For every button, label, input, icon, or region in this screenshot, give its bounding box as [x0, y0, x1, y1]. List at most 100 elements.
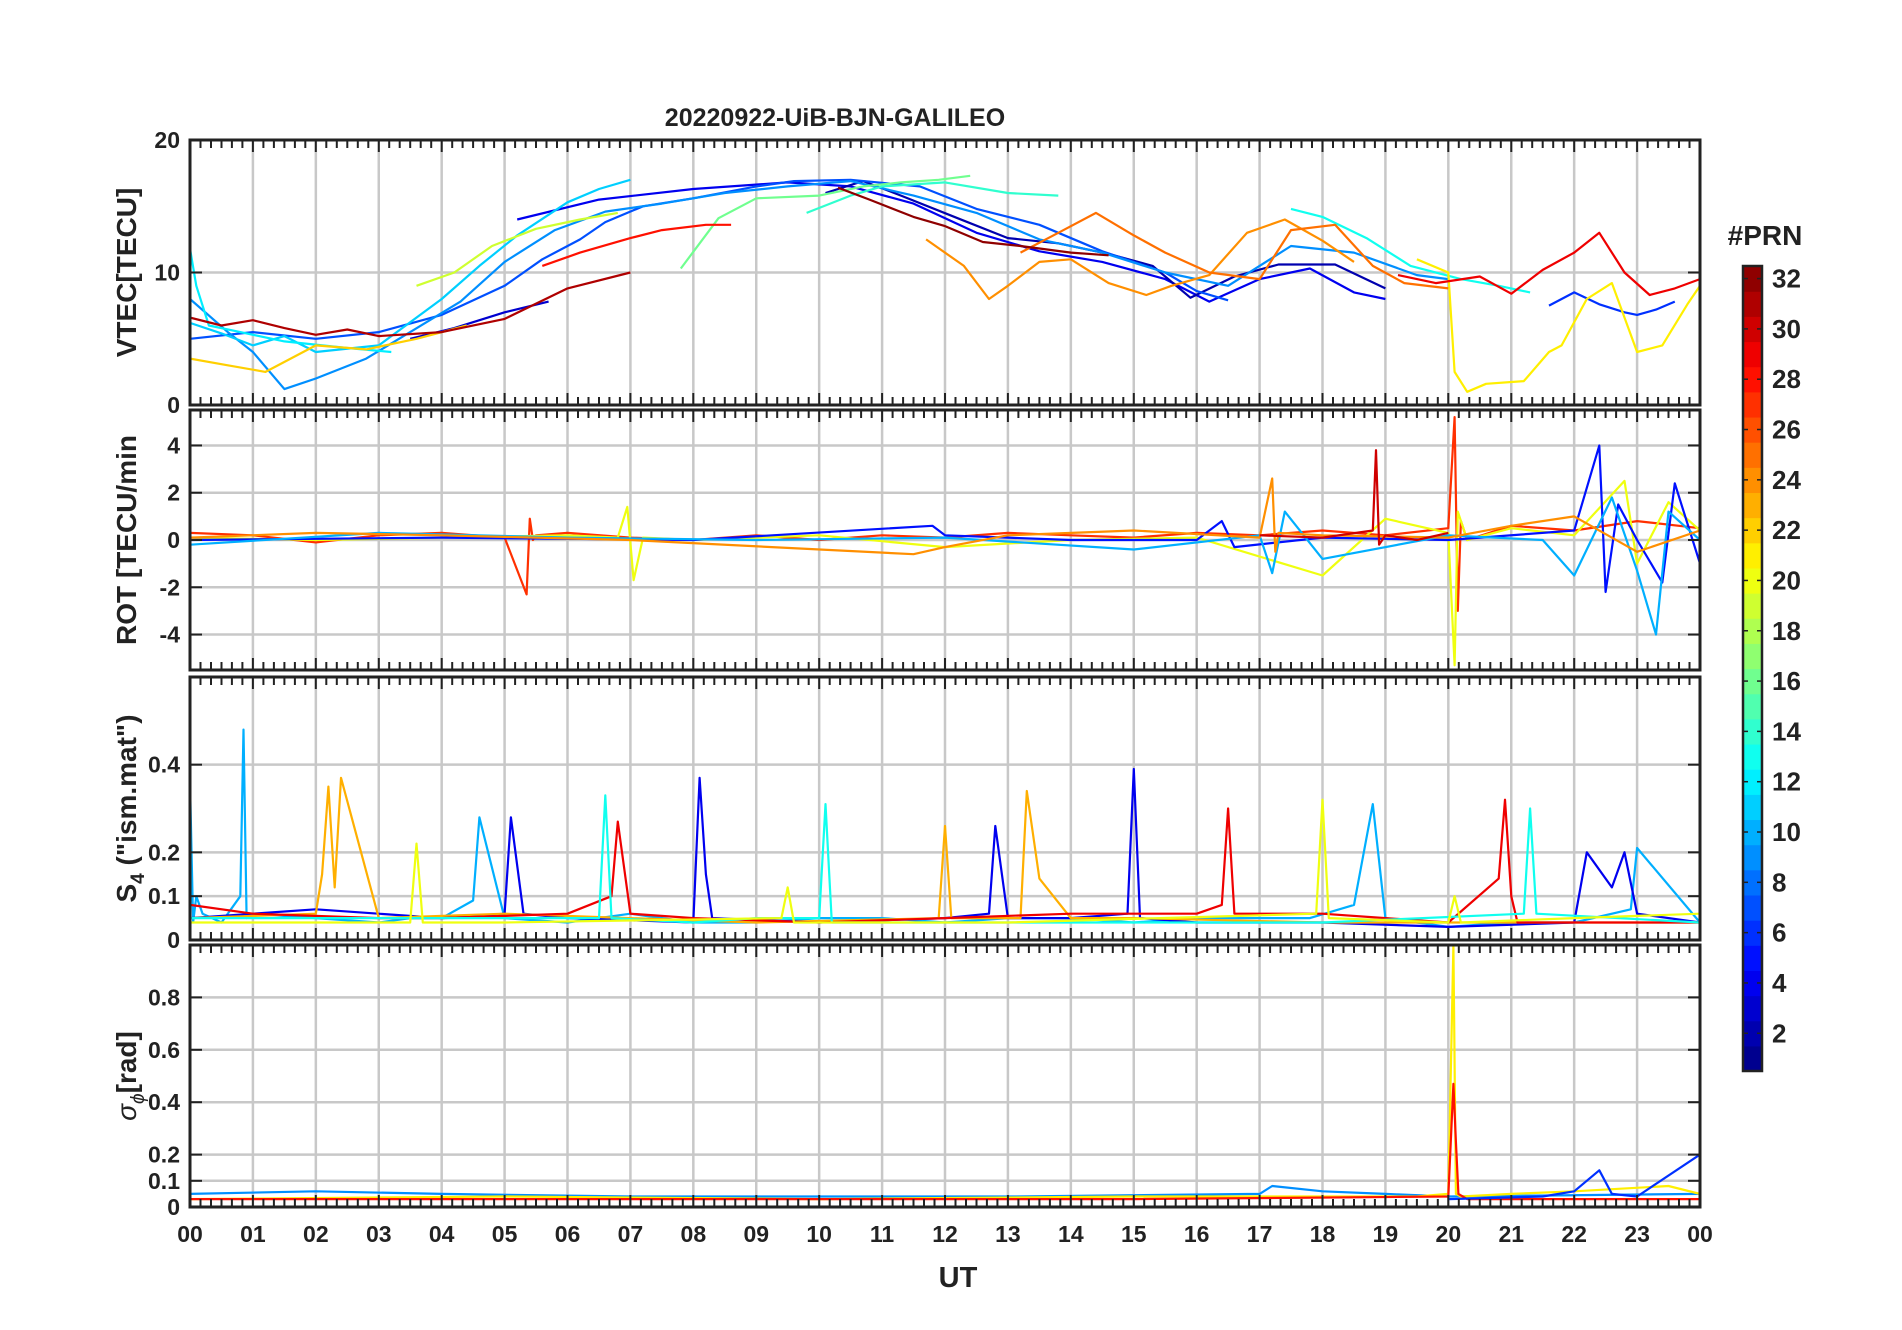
- colorbar-tick-label: 22: [1772, 515, 1801, 545]
- rot-series-prn-24: [190, 477, 1700, 556]
- vtec-series-prn-22: [190, 324, 468, 373]
- colorbar-tick-label: 8: [1772, 867, 1786, 897]
- panel-s4: 00.10.20.4S4 ("ism.mat"): [111, 675, 1702, 953]
- colorbar-segment: [1743, 995, 1762, 1022]
- x-tick-label: 22: [1561, 1221, 1587, 1247]
- colorbar-segment: [1743, 668, 1762, 695]
- y-tick-label: 0: [167, 527, 180, 553]
- y-tick-label: 4: [167, 432, 180, 458]
- colorbar-segment: [1743, 567, 1762, 594]
- colorbar-tick-label: 24: [1772, 465, 1801, 495]
- panel-vtec: 0 10 20 VTEC[TECU]: [111, 127, 1702, 418]
- colorbar-tick-label: 14: [1772, 716, 1801, 746]
- colorbar-segment: [1743, 844, 1762, 871]
- colorbar-segment: [1743, 366, 1762, 393]
- x-tick-label: 21: [1498, 1221, 1524, 1247]
- s4-symbol: S: [111, 884, 142, 903]
- x-tick-label: 06: [555, 1221, 581, 1247]
- x-tick-label: 02: [303, 1221, 329, 1247]
- colorbar-segment: [1743, 593, 1762, 619]
- vtec-series-prn-19: [416, 211, 618, 287]
- vtec-series-prn-28: [541, 223, 732, 267]
- vtec-series-prn-31: [190, 271, 631, 338]
- s4-subscript: 4: [128, 873, 149, 884]
- colorbar-segment: [1743, 291, 1762, 317]
- x-tick-label: 15: [1121, 1221, 1147, 1247]
- x-tick-label: 05: [492, 1221, 518, 1247]
- s4-suffix: ("ism.mat"): [111, 714, 142, 873]
- vtec-series-prn-9: [190, 180, 1449, 391]
- colorbar-tick-label: 10: [1772, 817, 1801, 847]
- x-tick-label: 03: [366, 1221, 392, 1247]
- y-tick-label: 0.1: [148, 1168, 180, 1194]
- s4-series-prn-4: [190, 767, 1700, 929]
- y-axis-label-rot: ROT [TECU/min: [111, 435, 142, 645]
- y-tick-label: 0.8: [148, 984, 180, 1010]
- colorbar-tick-label: 16: [1772, 666, 1801, 696]
- colorbar-segment: [1743, 467, 1762, 494]
- colorbar-segment: [1743, 442, 1762, 468]
- colorbar-segment: [1743, 391, 1762, 418]
- s4-series-prn-29: [190, 798, 1700, 924]
- x-tick-label: 16: [1184, 1221, 1210, 1247]
- colorbar-segment: [1743, 542, 1762, 569]
- x-tick-label: 07: [618, 1221, 644, 1247]
- phi-subscript: ϕ: [128, 1093, 149, 1104]
- y-tick-label: -4: [160, 622, 181, 648]
- colorbar-segment: [1743, 894, 1762, 921]
- vtec-series-prn-24: [925, 218, 1355, 301]
- vtec-series-prn-32: [837, 186, 1109, 257]
- colorbar-segment: [1743, 794, 1762, 821]
- y-tick-label: -2: [160, 574, 180, 600]
- panel-rot: -4 -2 0 2 4 ROT [TECU/min: [111, 408, 1702, 672]
- y-tick-label: 0.1: [148, 883, 180, 909]
- colorbar-segment: [1743, 743, 1762, 770]
- x-tick-label: 01: [240, 1221, 266, 1247]
- x-tick-label: 10: [806, 1221, 832, 1247]
- colorbar-tick-label: 28: [1772, 364, 1801, 394]
- colorbar-tick-label: 30: [1772, 314, 1801, 344]
- colorbar-tick-label: 18: [1772, 616, 1801, 646]
- x-tick-label: 14: [1058, 1221, 1084, 1247]
- y-tick-label: 20: [154, 127, 180, 153]
- colorbar-tick-label: 2: [1772, 1018, 1786, 1048]
- y-tick-label: 0.2: [148, 839, 180, 865]
- s4-series-prn-20: [190, 798, 1700, 924]
- colorbar-tick-label: 26: [1772, 415, 1801, 445]
- vtec-series-prn-4: [516, 181, 1386, 303]
- colorbar-tick-label: 32: [1772, 264, 1801, 294]
- vtec-series-prn-6: [1548, 291, 1676, 316]
- y-tick-label: 0: [167, 927, 180, 953]
- colorbar-label: #PRN: [1728, 220, 1803, 251]
- sigma-unit: [rad]: [111, 1031, 142, 1093]
- x-tick-label: 12: [932, 1221, 958, 1247]
- colorbar-segment: [1743, 643, 1762, 670]
- axes-frame-vtec: [188, 138, 1702, 407]
- colorbar-segment: [1743, 266, 1762, 292]
- x-tick-label: 08: [681, 1221, 707, 1247]
- x-tick-label: 13: [995, 1221, 1021, 1247]
- x-tick-label: 17: [1247, 1221, 1273, 1247]
- colorbar-segment: [1743, 1045, 1762, 1072]
- colorbar-tick-label: 20: [1772, 565, 1801, 595]
- colorbar-segment: [1743, 920, 1762, 946]
- x-tick-label: 18: [1310, 1221, 1336, 1247]
- colorbar-segment: [1743, 618, 1762, 644]
- colorbar-tick-label: 12: [1772, 767, 1801, 797]
- x-tick-label: 20: [1436, 1221, 1462, 1247]
- y-tick-label: 0.2: [148, 1142, 180, 1168]
- axes-frame-s4: [188, 675, 1702, 942]
- series-group-rot: [190, 416, 1700, 667]
- y-axis-label-vtec: VTEC[TECU]: [111, 188, 142, 358]
- x-tick-label: 19: [1373, 1221, 1399, 1247]
- sigma-symbol: σ: [111, 1103, 142, 1121]
- y-axis-label-s4: S4 ("ism.mat"): [111, 714, 149, 902]
- axes-frame-rot: [188, 408, 1702, 672]
- colorbar-segment: [1743, 819, 1762, 846]
- y-tick-label: 0.4: [148, 752, 180, 778]
- x-tick-label: 23: [1624, 1221, 1650, 1247]
- x-tick-label: 04: [429, 1221, 455, 1247]
